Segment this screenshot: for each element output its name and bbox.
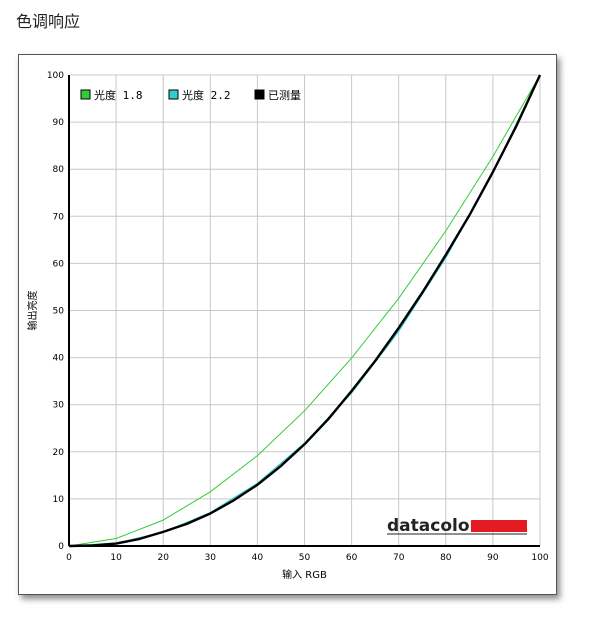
legend-label: 已测量 [268,89,301,102]
legend-swatch [80,89,91,100]
logo-text: datacolor [387,516,479,536]
tone-response-chart: 0 10 20 30 40 50 60 70 80 90 100 0 10 20 30 40 50 60 70 80 9… [26,71,549,581]
y-tick-label: 50 [53,307,65,317]
x-tick-label: 60 [346,553,358,563]
legend-item-gamma-2-2: 光度 2.2 [168,88,231,102]
legend-swatch [168,89,179,100]
y-tick-label: 30 [53,401,65,411]
y-axis-label: 输出亮度 [26,291,39,331]
x-tick-label: 0 [66,553,72,563]
x-tick-label: 90 [487,553,499,563]
y-tick-label: 10 [53,495,65,505]
logo-bar [471,520,527,532]
y-tick-label: 100 [47,71,64,81]
grid-lines [69,74,541,546]
x-axis-label: 输入 RGB [282,568,327,581]
legend-label: 光度 1.8 [94,88,143,102]
series-lines [68,74,542,548]
legend-label: 光度 2.2 [182,88,231,102]
y-tick-label: 60 [53,259,65,269]
y-tick-label: 40 [53,354,65,364]
x-tick-label: 30 [205,553,217,563]
legend-item-measured: 已测量 [254,89,301,102]
x-tick-label: 80 [440,553,452,563]
y-tick-label: 90 [53,118,65,128]
y-tick-label: 80 [53,165,65,175]
x-tick-label: 70 [393,553,405,563]
x-tick-label: 50 [299,553,311,563]
legend: 光度 1.8 光度 2.2 已测量 [80,88,301,102]
chart-frame: 0 10 20 30 40 50 60 70 80 90 100 0 10 20 30 40 50 60 70 80 9… [18,54,557,595]
page-title: 色调响应 [16,12,81,31]
x-tick-label: 100 [531,553,548,563]
legend-swatch [254,89,265,100]
y-tick-label: 20 [53,448,65,458]
x-tick-label: 40 [252,553,264,563]
series-line-measured [68,74,542,548]
y-tick-label: 70 [53,212,65,222]
legend-item-gamma-1-8: 光度 1.8 [80,88,143,102]
series-line-gamma-1-8 [68,74,541,547]
x-tick-label: 10 [110,553,122,563]
x-tick-label: 20 [157,553,169,563]
axes: 0 10 20 30 40 50 60 70 80 90 100 0 10 20 30 40 50 60 70 80 9… [47,71,549,563]
y-tick-label: 0 [58,542,64,552]
datacolor-logo: datacolor [387,516,527,536]
